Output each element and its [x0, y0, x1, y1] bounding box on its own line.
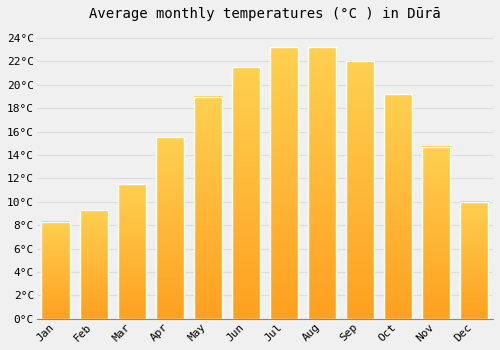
Bar: [194, 97, 222, 319]
Title: Average monthly temperatures (°C ) in Dūrā: Average monthly temperatures (°C ) in Dū…: [89, 7, 441, 21]
Bar: [346, 61, 374, 319]
Bar: [80, 210, 108, 319]
Bar: [270, 47, 298, 319]
Bar: [384, 94, 412, 319]
Bar: [42, 222, 70, 319]
Bar: [232, 67, 260, 319]
Bar: [308, 47, 336, 319]
Bar: [460, 202, 488, 319]
Bar: [422, 147, 450, 319]
Bar: [156, 138, 184, 319]
Bar: [118, 184, 146, 319]
